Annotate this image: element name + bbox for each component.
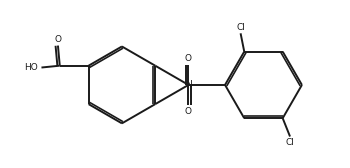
Text: Cl: Cl — [286, 138, 294, 147]
Text: N: N — [185, 80, 192, 89]
Text: O: O — [55, 35, 62, 44]
Text: O: O — [185, 107, 192, 116]
Text: O: O — [185, 54, 192, 63]
Text: Cl: Cl — [236, 23, 245, 32]
Text: HO: HO — [25, 63, 38, 72]
